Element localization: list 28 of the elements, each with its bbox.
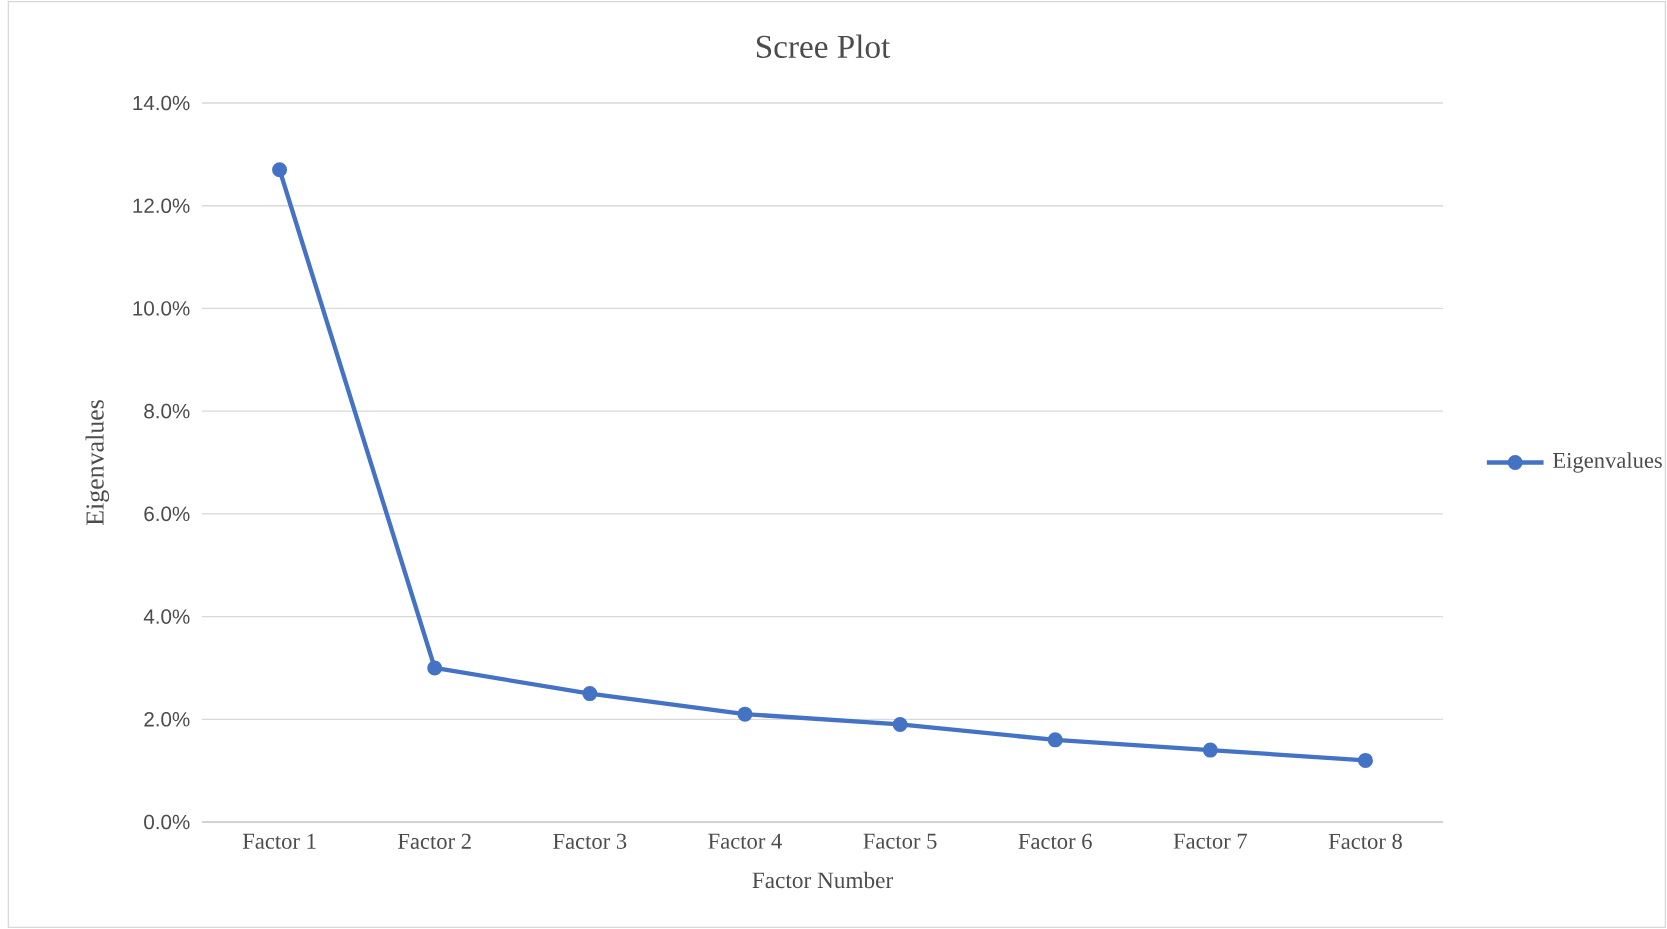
x-axis-title: Factor Number: [752, 871, 894, 889]
x-tick-label: Factor 1: [242, 833, 316, 849]
point: [1202, 742, 1218, 758]
y-tick-label: 0.0%: [144, 814, 190, 830]
point: [1357, 752, 1373, 768]
y-tick-label: 12.0%: [133, 198, 190, 214]
x-tick-label: Factor 8: [1328, 833, 1402, 849]
y-tick-label: 6.0%: [144, 506, 190, 522]
legend-label: Eigenvalues: [1553, 452, 1662, 473]
point: [1047, 732, 1063, 748]
point: [582, 686, 598, 702]
y-axis-title: Eigenvalues: [85, 400, 110, 526]
x-tick-label: Factor 3: [553, 833, 627, 849]
x-tick-label: Factor 2: [398, 833, 471, 849]
y-tick-label: 14.0%: [133, 95, 190, 111]
point: [427, 660, 443, 676]
y-tick-label: 2.0%: [144, 712, 190, 727]
x-tick-label: Factor 6: [1018, 833, 1092, 849]
point: [892, 716, 908, 732]
x-tick-label: Factor 4: [708, 833, 782, 849]
x-tick-label: Factor 7: [1173, 833, 1247, 849]
y-tick-label: 10.0%: [133, 301, 190, 316]
point: [272, 162, 288, 178]
chart-title: Scree Plot: [756, 34, 891, 58]
y-tick-label: 8.0%: [144, 403, 190, 419]
x-tick-label: Factor 5: [863, 833, 937, 849]
point: [737, 706, 753, 722]
y-tick-label: 4.0%: [143, 609, 190, 624]
